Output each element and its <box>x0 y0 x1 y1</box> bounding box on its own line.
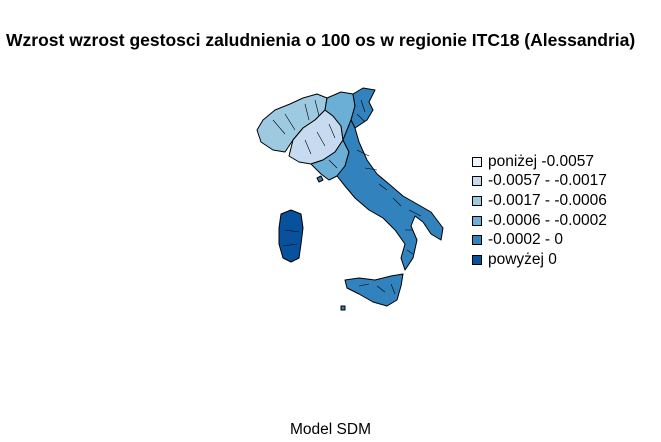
legend-item: -0.0017 - -0.0006 <box>472 191 607 211</box>
legend-label: -0.0006 - -0.0002 <box>488 211 607 229</box>
map-title: Wzrost wzrost gestosci zaludnienia o 100… <box>6 30 636 50</box>
region-sicily <box>344 273 404 307</box>
legend-label: -0.0057 - -0.0017 <box>488 172 607 190</box>
legend-label: poniżej -0.0057 <box>488 152 594 170</box>
island-elba <box>316 175 324 183</box>
legend-swatch <box>472 195 482 206</box>
map-legend: poniżej -0.0057 -0.0057 - -0.0017 -0.001… <box>472 152 607 270</box>
legend-item: powyżej 0 <box>472 250 607 270</box>
italy-choropleth-map <box>256 87 444 311</box>
region-sardinia <box>278 209 304 263</box>
legend-swatch <box>472 215 482 226</box>
model-caption: Model SDM <box>290 421 371 438</box>
legend-item: poniżej -0.0057 <box>472 152 607 172</box>
legend-item: -0.0006 - -0.0002 <box>472 211 607 231</box>
legend-label: -0.0002 - 0 <box>488 231 563 249</box>
legend-swatch <box>472 176 482 187</box>
legend-item: -0.0002 - 0 <box>472 230 607 250</box>
legend-swatch <box>472 235 482 246</box>
legend-item: -0.0057 - -0.0017 <box>472 172 607 192</box>
legend-swatch <box>472 254 482 265</box>
region-central-south <box>336 119 444 271</box>
island-small <box>340 305 346 311</box>
legend-swatch <box>472 156 482 167</box>
legend-label: powyżej 0 <box>488 250 557 268</box>
legend-label: -0.0017 - -0.0006 <box>488 191 607 209</box>
region-northeast <box>350 87 376 129</box>
